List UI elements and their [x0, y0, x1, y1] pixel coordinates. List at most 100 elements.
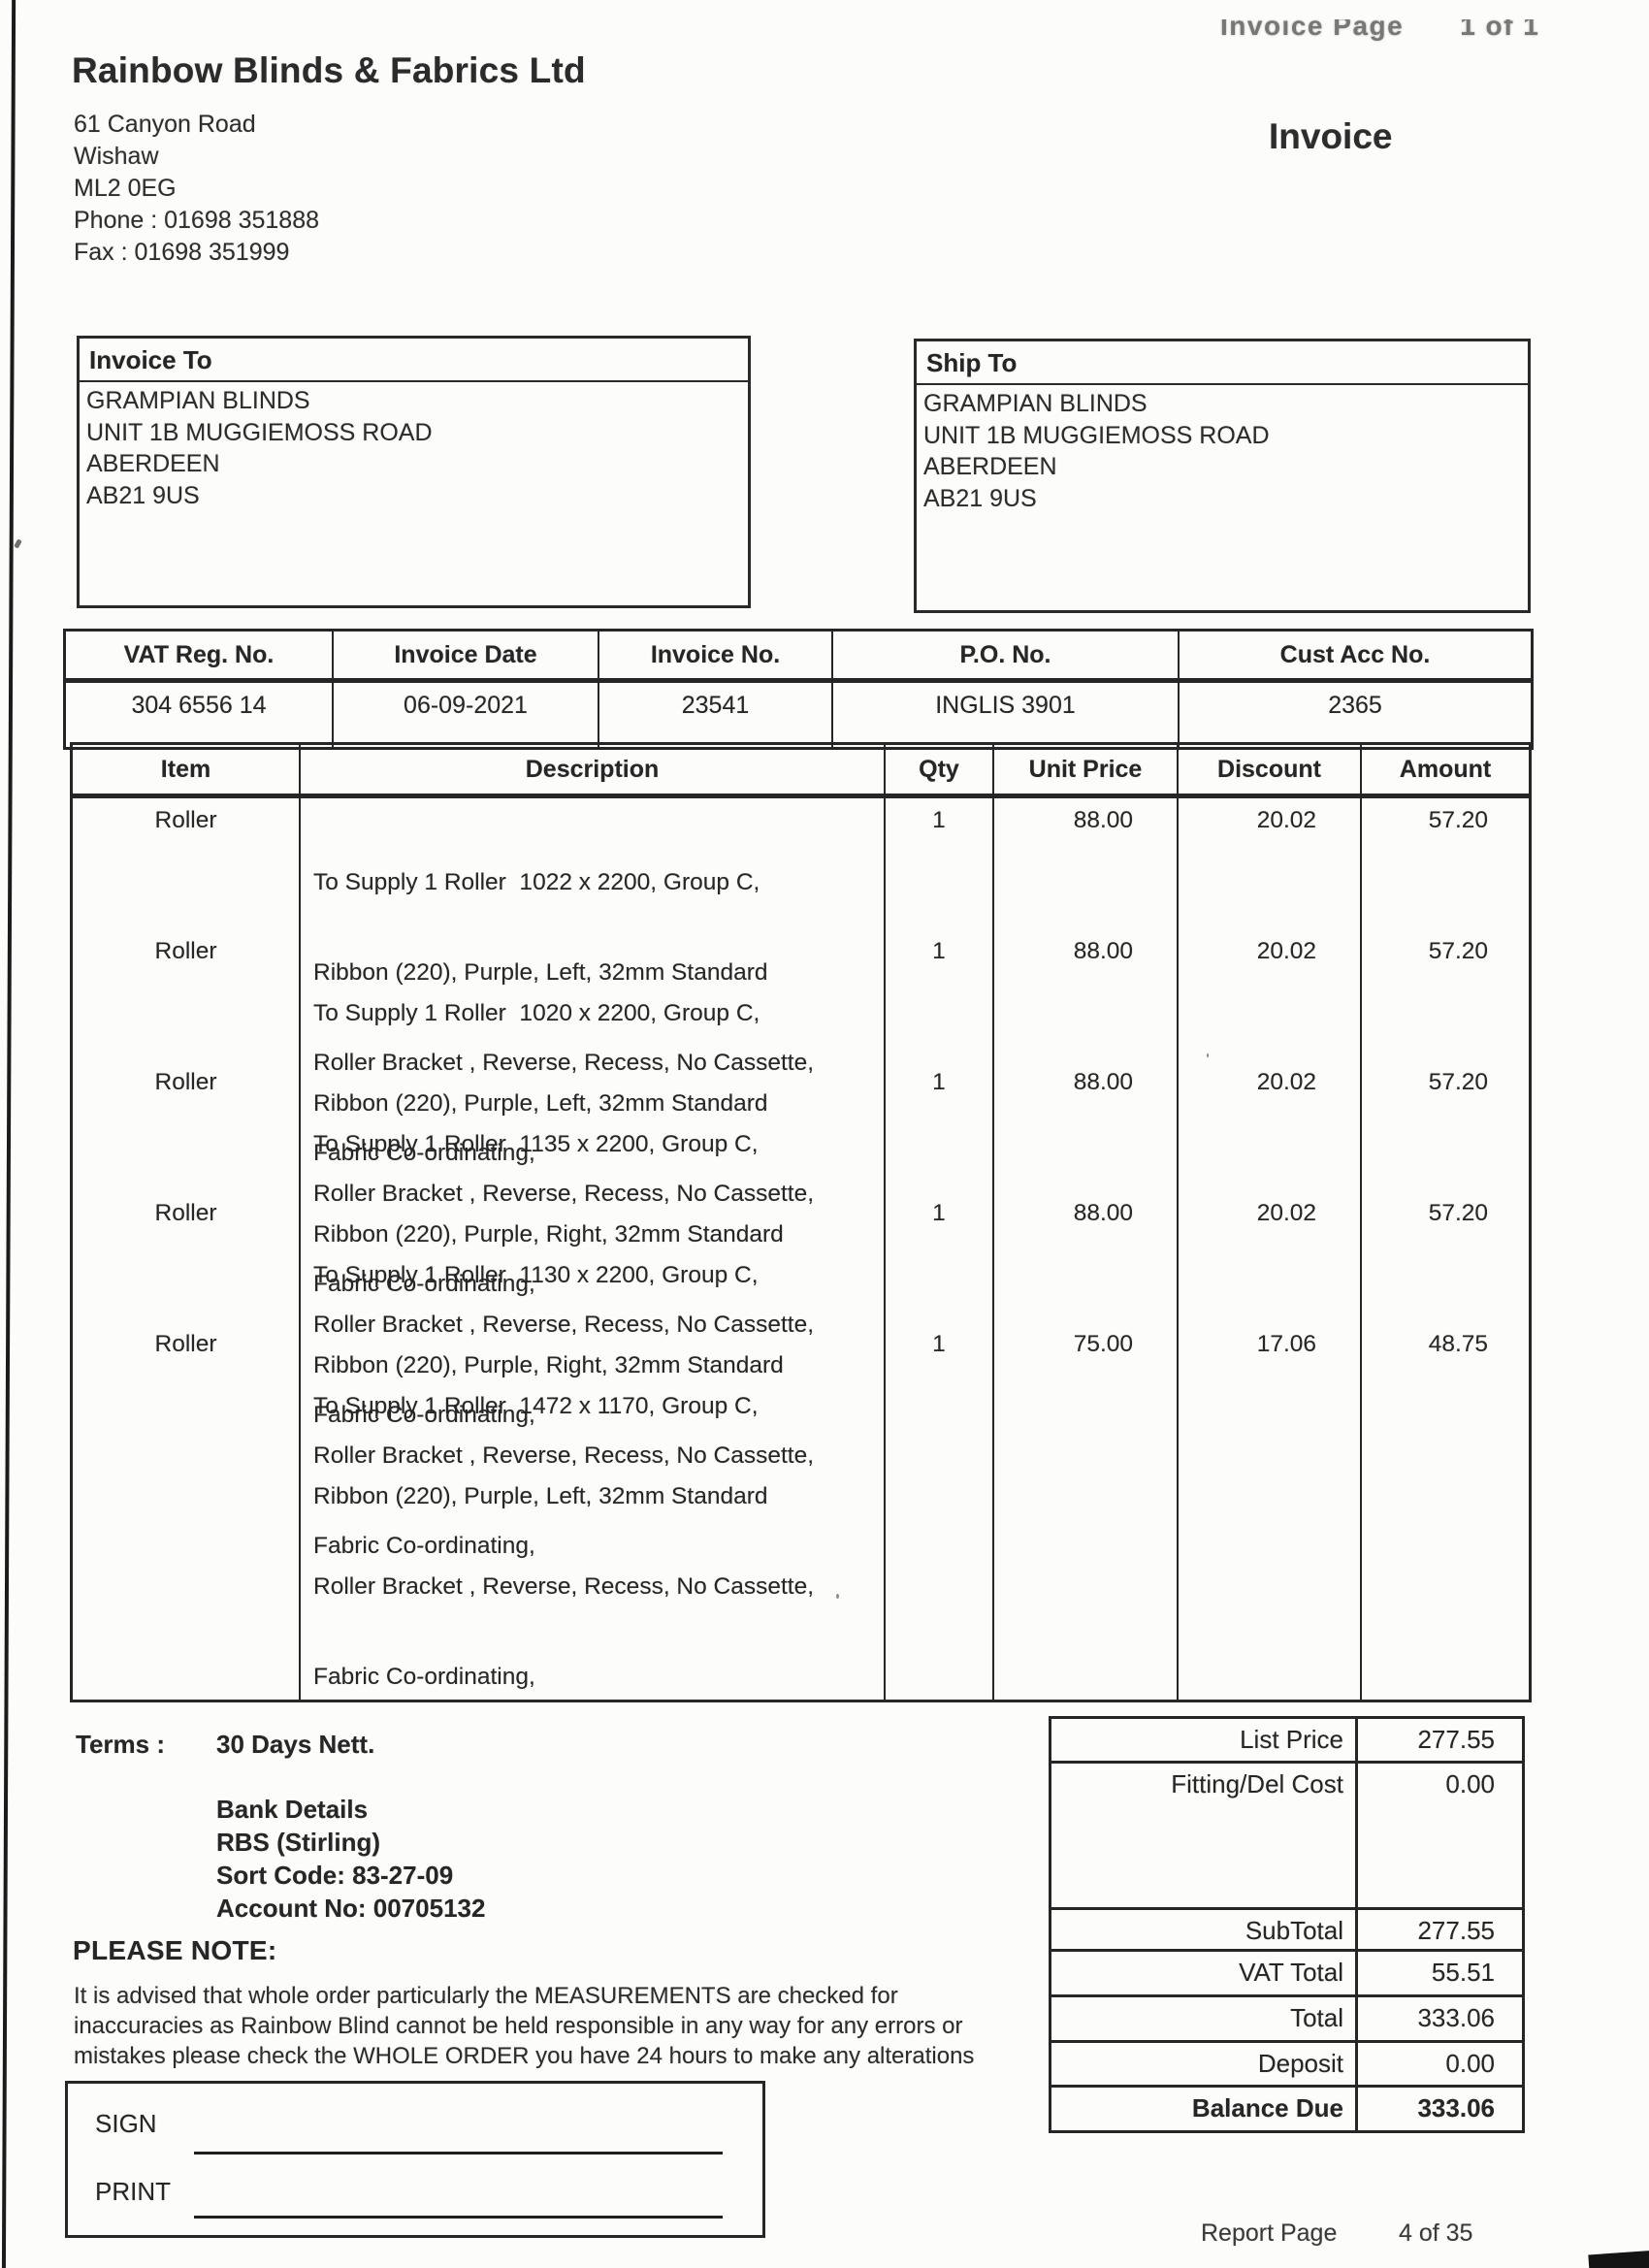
- meta-header-vat-reg: VAT Reg. No.: [66, 632, 334, 678]
- invoice-to-line: UNIT 1B MUGGIEMOSS ROAD: [86, 418, 433, 446]
- please-note-title: PLEASE NOTE:: [73, 1935, 277, 1965]
- meta-header-po-no: P.O. No.: [833, 632, 1180, 678]
- amount-cell: 57.20: [1428, 1069, 1488, 1095]
- line-items-header: Item Description Qty Unit Price Discount…: [73, 745, 1529, 798]
- bank-details-line: Bank Details: [216, 1795, 369, 1824]
- meta-value-vat-reg: 304 6556 14: [66, 683, 334, 747]
- ship-to-box: Ship To GRAMPIAN BLINDS UNIT 1B MUGGIEMO…: [914, 339, 1531, 613]
- scan-speck: [1207, 1053, 1209, 1057]
- print-label: PRINT: [95, 2177, 171, 2206]
- totals-label: Balance Due: [1051, 2088, 1358, 2130]
- invoice-page-label: Invoice Page: [1220, 19, 1405, 41]
- unit-price-cell: 75.00: [1073, 1331, 1133, 1357]
- terms-label: Terms :: [76, 1730, 165, 1759]
- col-header-item: Item: [73, 745, 301, 794]
- description-line: Ribbon (220), Purple, Left, 32mm Standar…: [313, 1483, 768, 1509]
- totals-label: Fitting/Del Cost: [1051, 1764, 1358, 1907]
- description-line: Fabric Co-ordinating,: [313, 1140, 535, 1166]
- totals-row-list-price: List Price 277.55: [1051, 1719, 1522, 1764]
- totals-label: Total: [1051, 1997, 1358, 2040]
- description-cell: To Supply 1 Roller 1135 x 2200, Group C,…: [301, 1060, 884, 1428]
- description-line: Ribbon (220), Purple, Left, 32mm Standar…: [313, 959, 768, 986]
- description-line: To Supply 1 Roller 1020 x 2200, Group C,: [313, 1000, 760, 1026]
- ship-to-line: AB21 9US: [923, 484, 1037, 512]
- totals-value: 0.00: [1445, 1769, 1495, 1798]
- qty-cell: 1: [932, 938, 946, 964]
- note-line: mistakes please check the WHOLE ORDER yo…: [74, 2043, 975, 2069]
- item-cell: Roller: [154, 1331, 217, 1357]
- note-line: It is advised that whole order particula…: [74, 1983, 898, 2009]
- address-line: ML2 0EG: [74, 175, 177, 202]
- scan-speck: [14, 538, 22, 549]
- unit-price-cell: 88.00: [1073, 807, 1133, 833]
- totals-label: SubTotal: [1051, 1910, 1358, 1949]
- invoice-title: Invoice: [1269, 116, 1393, 156]
- totals-value: 277.55: [1417, 1916, 1495, 1945]
- col-header-amount: Amount: [1399, 756, 1492, 783]
- description-cell: To Supply 1 Roller 1022 x 2200, Group C,…: [301, 798, 884, 1166]
- totals-row-fitting-del: Fitting/Del Cost 0.00: [1051, 1764, 1522, 1910]
- description-column: To Supply 1 Roller 1022 x 2200, Group C,…: [301, 798, 886, 1700]
- description-cell: To Supply 1 Roller 1020 x 2200, Group C,…: [301, 929, 884, 1297]
- totals-row-deposit: Deposit 0.00: [1051, 2043, 1522, 2088]
- company-phone: Phone : 01698 351888: [74, 207, 320, 234]
- totals-row-vat-total: VAT Total 55.51: [1051, 1952, 1522, 1997]
- discount-cell: 20.02: [1256, 1200, 1316, 1226]
- description-line: Roller Bracket , Reverse, Recess, No Cas…: [313, 1312, 815, 1338]
- invoice-page-count: 1 of 1: [1460, 19, 1540, 41]
- sign-label: SIGN: [95, 2109, 157, 2138]
- bank-details-line: RBS (Stirling): [216, 1828, 380, 1857]
- totals-row-balance-due: Balance Due 333.06: [1051, 2088, 1522, 2130]
- company-name: Rainbow Blinds & Fabrics Ltd: [72, 50, 586, 90]
- totals-label: Deposit: [1051, 2043, 1358, 2085]
- meta-value-invoice-date: 06-09-2021: [334, 683, 599, 747]
- col-header-description: Description: [301, 745, 886, 794]
- invoice-to-label: Invoice To: [80, 339, 748, 382]
- bank-details-line: Sort Code: 83-27-09: [216, 1861, 454, 1890]
- unit-price-cell: 88.00: [1073, 1200, 1133, 1226]
- totals-label: VAT Total: [1051, 1952, 1358, 1994]
- totals-value: 277.55: [1417, 1725, 1495, 1754]
- description-line: To Supply 1 Roller 1022 x 2200, Group C,: [313, 869, 760, 895]
- meta-header-invoice-date: Invoice Date: [334, 632, 599, 678]
- bank-details: Bank Details RBS (Stirling) Sort Code: 8…: [216, 1793, 485, 1925]
- qty-column: 1 1 1 1 1: [886, 798, 994, 1700]
- qty-cell: 1: [932, 1069, 946, 1095]
- description-line: Roller Bracket , Reverse, Recess, No Cas…: [313, 1050, 815, 1076]
- unit-price-cell: 88.00: [1073, 1069, 1133, 1095]
- totals-row-total: Total 333.06: [1051, 1997, 1522, 2043]
- discount-cell: 20.02: [1256, 938, 1316, 964]
- ship-to-line: GRAMPIAN BLINDS: [923, 390, 1148, 417]
- discount-cell: 20.02: [1256, 807, 1316, 833]
- amount-cell: 57.20: [1428, 1200, 1488, 1226]
- totals-value: 0.00: [1445, 2049, 1495, 2078]
- description-line: Roller Bracket , Reverse, Recess, No Cas…: [313, 1573, 815, 1600]
- meta-value-invoice-no: 23541: [599, 683, 833, 747]
- line-items-table: Item Description Qty Unit Price Discount…: [70, 742, 1532, 1702]
- meta-header-cust-acc: Cust Acc No.: [1279, 641, 1431, 668]
- scan-speck: [836, 1594, 839, 1599]
- meta-value-po-no: INGLIS 3901: [833, 683, 1180, 747]
- page-header-faded: Invoice Page 1 of 1: [1220, 19, 1550, 56]
- qty-cell: 1: [932, 1200, 946, 1226]
- invoice-to-line: AB21 9US: [86, 481, 200, 509]
- description-line: Roller Bracket , Reverse, Recess, No Cas…: [313, 1442, 815, 1469]
- terms-value: 30 Days Nett.: [216, 1730, 375, 1759]
- item-cell: Roller: [154, 1200, 217, 1226]
- description-line: To Supply 1 Roller 1130 x 2200, Group C,: [313, 1262, 759, 1288]
- qty-cell: 1: [932, 1331, 946, 1357]
- qty-cell: 1: [932, 807, 946, 833]
- bank-details-line: Account No: 00705132: [216, 1894, 486, 1923]
- ship-to-line: UNIT 1B MUGGIEMOSS ROAD: [923, 421, 1270, 449]
- signature-box: SIGN PRINT: [65, 2081, 765, 2238]
- col-header-qty: Qty: [886, 745, 994, 794]
- description-cell: To Supply 1 Roller 1472 x 1170, Group C,…: [301, 1322, 884, 1752]
- report-page-label: Report Page: [1201, 2219, 1338, 2247]
- description-line: Fabric Co-ordinating,: [313, 1664, 535, 1690]
- amount-cell: 48.75: [1428, 1331, 1488, 1357]
- amount-column: 57.20 57.20 57.20 57.20 48.75: [1362, 798, 1529, 1700]
- totals-row-subtotal: SubTotal 277.55: [1051, 1910, 1522, 1952]
- description-line: Ribbon (220), Purple, Right, 32mm Standa…: [313, 1352, 784, 1378]
- description-line: Ribbon (220), Purple, Right, 32mm Standa…: [313, 1221, 784, 1247]
